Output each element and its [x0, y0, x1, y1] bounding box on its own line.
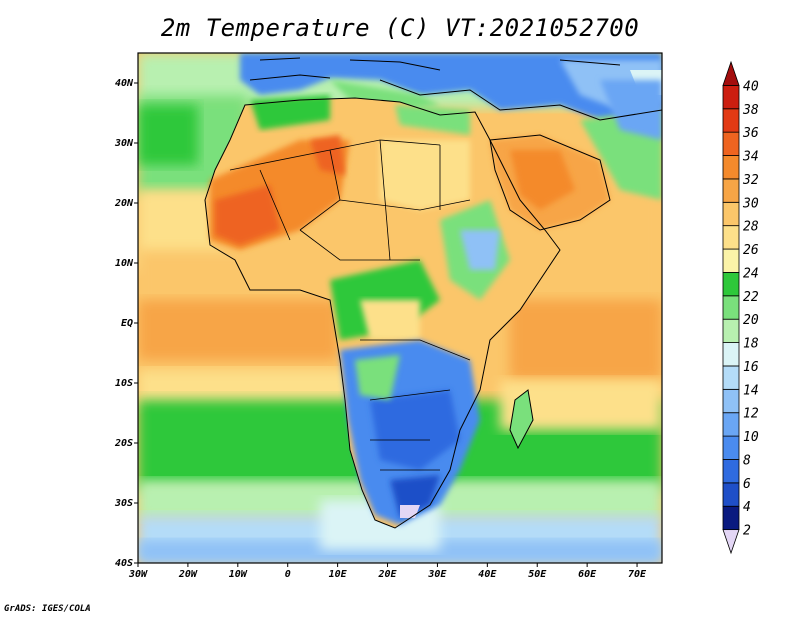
y-tick-label: 30N	[114, 138, 134, 149]
colorbar-segment	[722, 459, 740, 484]
colorbar-label: 14	[743, 383, 759, 398]
x-tick-label: 40E	[478, 569, 497, 580]
colorbar-segment	[722, 412, 740, 437]
colorbar-label: 8	[743, 453, 751, 468]
colorbar-label: 36	[742, 126, 759, 141]
y-axis: 40N 30N 20N 10N EQ 10S 20S 30S 40S	[114, 78, 138, 569]
colorbar-segment	[722, 84, 740, 110]
colorbar-segment	[722, 529, 740, 555]
colorbar-label: 32	[742, 173, 759, 188]
colorbar-segment	[722, 295, 740, 320]
temperature-field	[138, 53, 662, 563]
colorbar-segment	[722, 248, 740, 273]
colorbar-segment	[722, 108, 740, 133]
colorbar-label: 2	[743, 524, 751, 539]
colorbar-label: 10	[743, 430, 759, 445]
y-tick-label: 20N	[114, 198, 134, 209]
colorbar-segment	[722, 318, 740, 343]
x-tick-label: 10E	[329, 569, 348, 580]
colorbar-label: 20	[743, 313, 759, 328]
colorbar-segment	[722, 342, 740, 367]
y-tick-label: 30S	[114, 498, 133, 509]
colorbar-label: 24	[743, 266, 759, 281]
colorbar-segment	[722, 178, 740, 203]
colorbar-label: 16	[743, 360, 759, 375]
y-tick-label: EQ	[121, 318, 133, 329]
colorbar-label: 18	[743, 337, 759, 352]
map-title: 2m Temperature (C) VT:2021052700	[160, 14, 640, 42]
colorbar-segment	[722, 505, 740, 531]
coastlines	[204, 57, 662, 529]
x-axis: 30W 20W 10W 0 10E 20E 30E 40E 50E 60E 70E	[128, 563, 647, 580]
map-frame	[137, 52, 663, 564]
colorbar-segment	[722, 388, 740, 414]
colorbar-segment	[722, 482, 740, 507]
x-tick-label: 30W	[128, 569, 148, 580]
colorbar-segment	[722, 272, 740, 297]
colorbar-label: 22	[743, 290, 759, 305]
x-tick-label: 50E	[528, 569, 547, 580]
colorbar-segment	[722, 365, 740, 390]
colorbar-label: 34	[742, 150, 759, 165]
y-tick-label: 10S	[115, 378, 133, 389]
colorbar-segment	[722, 60, 740, 86]
colorbar-segment	[722, 201, 740, 227]
colorbar-label: 6	[743, 477, 751, 492]
x-tick-label: 20E	[377, 569, 397, 580]
colorbar-segment	[722, 435, 740, 460]
y-tick-label: 10N	[115, 258, 134, 269]
x-tick-label: 10W	[229, 569, 248, 580]
colorbar-label: 26	[743, 243, 759, 258]
x-tick-label: 20W	[178, 569, 198, 580]
colorbar-label: 30	[742, 196, 759, 211]
y-tick-label: 40N	[115, 78, 134, 89]
colorbar-segment	[722, 155, 740, 180]
y-tick-label: 20S	[114, 438, 133, 449]
x-tick-label: 70E	[628, 569, 647, 580]
x-tick-label: 0	[285, 569, 291, 580]
colorbar-label: 28	[743, 220, 759, 235]
x-tick-label: 60E	[578, 569, 597, 580]
colorbar-label: 12	[743, 407, 759, 422]
grads-credit: GrADS: IGES/COLA	[4, 604, 91, 614]
colorbar-segment	[722, 225, 740, 250]
x-tick-label: 30E	[427, 569, 447, 580]
colorbar-label: 40	[743, 79, 759, 94]
colorbar-label: 4	[743, 500, 751, 515]
y-tick-label: 40S	[115, 558, 133, 569]
colorbar-segment	[722, 131, 740, 156]
colorbar-label: 38	[742, 103, 759, 118]
